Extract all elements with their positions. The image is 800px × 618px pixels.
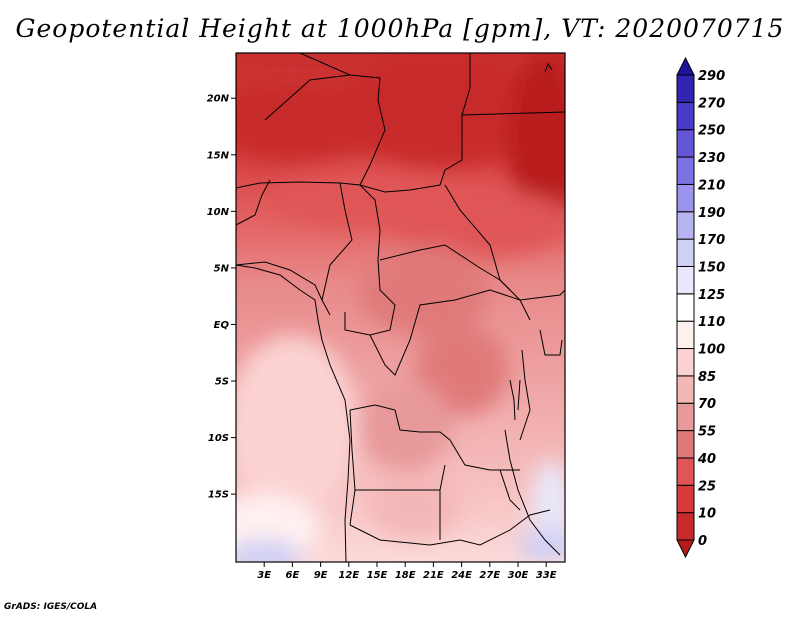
colorbar-label: 125 — [698, 288, 725, 303]
lon-tick-label: 21E — [423, 570, 444, 581]
lat-tick-label: 5S — [215, 377, 229, 388]
colorbar-swatch — [676, 211, 695, 240]
colorbar-swatch — [676, 238, 695, 267]
lat-tick-label: 10S — [208, 433, 229, 444]
colorbar-swatch — [676, 156, 695, 185]
colorbar-top-arrow — [676, 56, 695, 76]
field-blob — [358, 381, 453, 472]
colorbar-swatch — [676, 265, 695, 295]
field-layer — [236, 53, 565, 562]
colorbar-swatch — [676, 74, 695, 103]
colorbar-swatch — [676, 484, 695, 514]
lat-tick-label: 15N — [207, 150, 230, 161]
colorbar-label: 290 — [698, 69, 725, 84]
colorbar-bottom-arrow — [676, 539, 695, 559]
colorbar-label: 170 — [698, 233, 725, 248]
country-borders — [236, 53, 565, 546]
lat-tick-label: 5N — [214, 263, 230, 274]
lat-tick-label: EQ — [214, 320, 230, 331]
lon-tick-label: 9E — [314, 570, 328, 581]
colorbar-label: 150 — [698, 260, 725, 275]
colorbar-label: 85 — [698, 370, 716, 385]
field-blob — [236, 335, 359, 517]
colorbar-label: 0 — [698, 534, 707, 549]
map-frame — [235, 52, 566, 563]
colorbar-label: 190 — [698, 206, 725, 221]
field-blob — [358, 245, 490, 336]
latitude-axis: 20N 15N 10N 5N EQ 5S 10S 15S — [207, 94, 236, 501]
lon-tick-label: 12E — [338, 570, 359, 581]
colorbar-swatch — [676, 512, 695, 541]
lat-tick-label: 10N — [207, 207, 230, 218]
colorbar-label: 25 — [698, 479, 716, 494]
chart-title: Geopotential Height at 1000hPa [gpm], VT… — [15, 14, 785, 43]
longitude-axis: 3E 6E 9E 12E 15E 18E 21E 24E 27E 30E 33E — [257, 562, 557, 581]
colorbar-swatch — [676, 430, 695, 459]
colorbar-swatch — [676, 101, 695, 131]
lat-tick-label: 15S — [208, 490, 229, 501]
colorbar-swatch — [676, 293, 695, 322]
colorbar-label: 70 — [698, 397, 716, 412]
lat-tick-label: 20N — [207, 94, 230, 105]
lon-tick-label: 3E — [257, 570, 271, 581]
field-blob — [236, 539, 302, 562]
colorbar-label: 10 — [698, 507, 716, 522]
colorbar-swatch — [676, 402, 695, 432]
colorbar-label: 250 — [698, 124, 725, 139]
colorbar-swatch — [676, 183, 695, 213]
colorbar-label: 110 — [698, 315, 725, 330]
colorbar-swatch — [676, 375, 695, 404]
field-blob — [532, 460, 565, 551]
colorbar-label: 55 — [698, 425, 716, 440]
field-blob — [330, 53, 556, 167]
field-blob — [414, 324, 509, 415]
field-blob — [508, 53, 565, 234]
lon-tick-label: 15E — [367, 570, 388, 581]
lon-tick-label: 18E — [395, 570, 416, 581]
lon-tick-label: 30E — [508, 570, 529, 581]
colorbar-swatch — [676, 320, 695, 350]
colorbar-label: 100 — [698, 343, 725, 358]
field-blob — [386, 188, 565, 257]
colorbar-label: 230 — [698, 151, 725, 166]
field-blob — [518, 528, 565, 562]
lon-tick-label: 33E — [536, 570, 557, 581]
colorbar-label: 210 — [698, 178, 725, 193]
colorbar-swatch — [676, 348, 695, 377]
colorbar-label: 270 — [698, 96, 725, 111]
lon-tick-label: 24E — [451, 570, 472, 581]
lon-tick-label: 6E — [286, 570, 300, 581]
coastline — [236, 264, 561, 562]
lon-tick-label: 27E — [479, 570, 500, 581]
colorbar-label: 40 — [697, 452, 716, 467]
colorbar-swatch — [676, 129, 695, 158]
colorbar: 0 10 25 40 55 70 85 100 110 125 150 170 190 210 230 250… — [676, 56, 725, 559]
colorbar-swatch — [676, 457, 695, 486]
credit-text: GrADS: IGES/COLA — [4, 602, 98, 612]
field-blob — [367, 471, 462, 540]
